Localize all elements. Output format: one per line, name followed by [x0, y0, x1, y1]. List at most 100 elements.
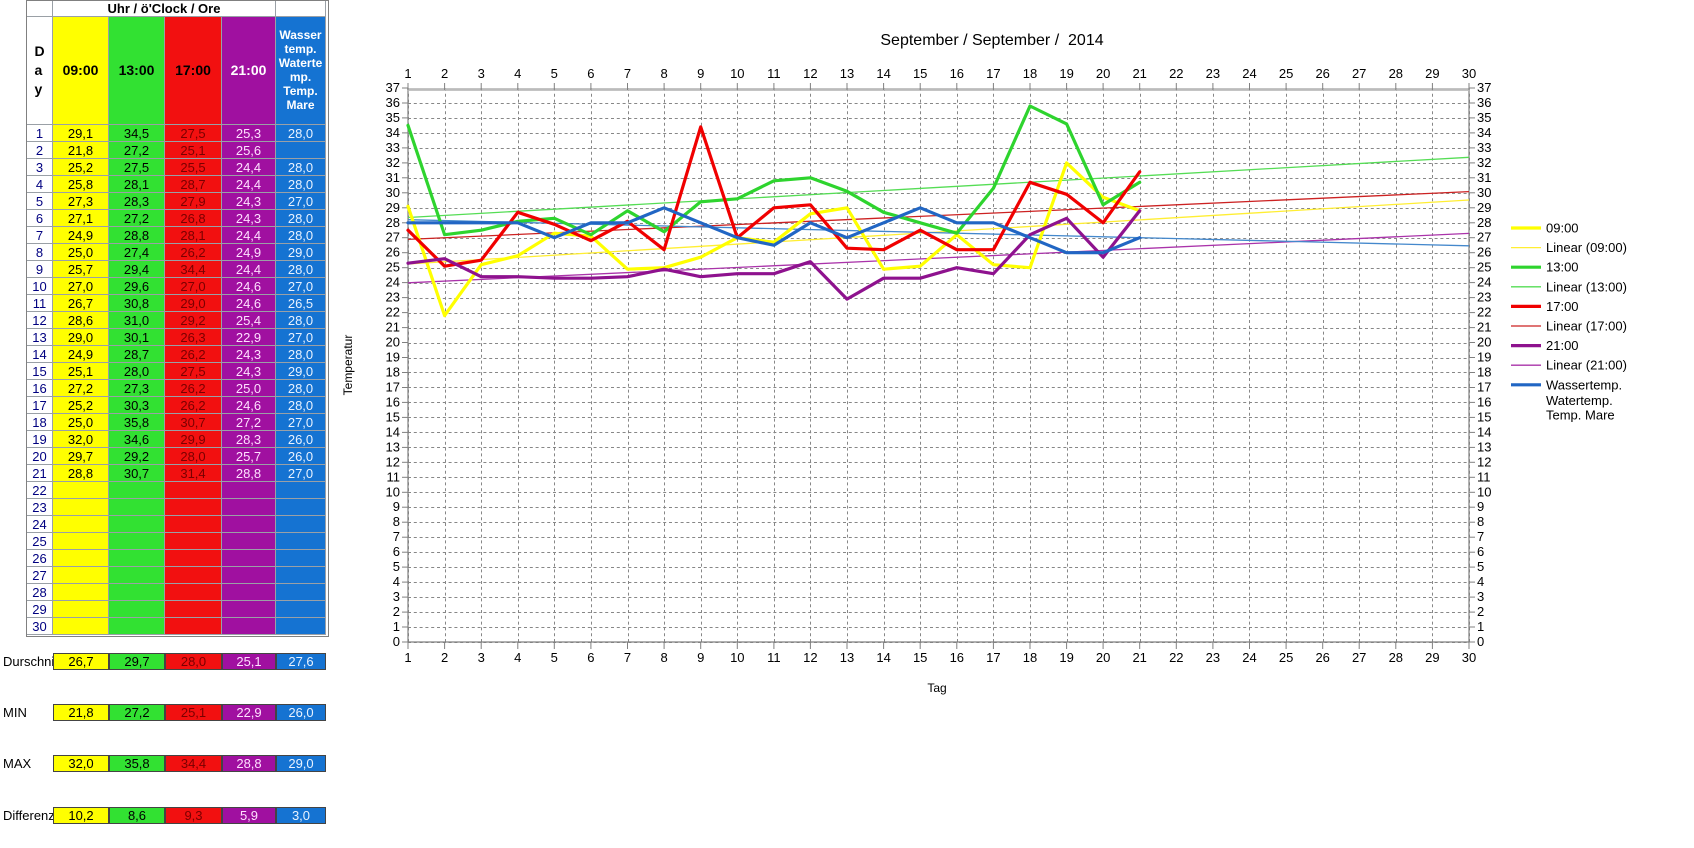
svg-text:15: 15	[913, 650, 927, 665]
svg-text:8: 8	[660, 66, 667, 81]
svg-text:14: 14	[386, 424, 400, 439]
svg-text:16: 16	[1477, 394, 1491, 409]
svg-text:12: 12	[803, 66, 817, 81]
svg-text:10: 10	[1477, 484, 1491, 499]
svg-text:Linear (13:00): Linear (13:00)	[1546, 279, 1627, 294]
svg-text:8: 8	[393, 514, 400, 529]
svg-text:6: 6	[587, 66, 594, 81]
svg-text:36: 36	[386, 95, 400, 110]
svg-text:29: 29	[386, 200, 400, 215]
svg-text:17: 17	[986, 650, 1000, 665]
svg-text:0: 0	[1477, 634, 1484, 649]
svg-text:17: 17	[986, 66, 1000, 81]
svg-text:13: 13	[386, 439, 400, 454]
svg-text:Temp. Mare: Temp. Mare	[1546, 407, 1615, 422]
svg-text:28: 28	[1389, 66, 1403, 81]
svg-text:11: 11	[1477, 469, 1491, 484]
svg-text:16: 16	[950, 650, 964, 665]
svg-text:2: 2	[393, 604, 400, 619]
svg-text:25: 25	[386, 260, 400, 275]
svg-text:18: 18	[386, 365, 400, 380]
svg-text:22: 22	[1169, 66, 1183, 81]
svg-text:5: 5	[393, 559, 400, 574]
svg-text:37: 37	[386, 80, 400, 95]
svg-text:18: 18	[1477, 365, 1491, 380]
svg-text:27: 27	[1352, 650, 1366, 665]
svg-text:1: 1	[404, 650, 411, 665]
svg-text:4: 4	[514, 66, 521, 81]
svg-text:19: 19	[386, 350, 400, 365]
svg-text:27: 27	[1477, 230, 1491, 245]
svg-text:11: 11	[387, 469, 401, 484]
svg-text:Linear (17:00): Linear (17:00)	[1546, 319, 1627, 334]
svg-text:16: 16	[950, 66, 964, 81]
svg-text:27: 27	[386, 230, 400, 245]
svg-text:29: 29	[1425, 66, 1439, 81]
svg-text:25: 25	[1279, 650, 1293, 665]
svg-text:5: 5	[551, 66, 558, 81]
svg-text:26: 26	[1477, 245, 1491, 260]
svg-text:3: 3	[393, 589, 400, 604]
svg-text:17: 17	[386, 380, 400, 395]
svg-text:13: 13	[840, 66, 854, 81]
svg-text:12: 12	[1477, 454, 1491, 469]
svg-text:10: 10	[386, 484, 400, 499]
svg-text:6: 6	[393, 544, 400, 559]
svg-text:9: 9	[393, 499, 400, 514]
svg-text:10: 10	[730, 66, 744, 81]
svg-text:7: 7	[624, 66, 631, 81]
svg-text:1: 1	[393, 619, 400, 634]
svg-text:5: 5	[1477, 559, 1484, 574]
svg-text:20: 20	[1477, 335, 1491, 350]
svg-text:Linear (09:00): Linear (09:00)	[1546, 240, 1627, 255]
svg-text:12: 12	[386, 454, 400, 469]
svg-text:30: 30	[1462, 66, 1476, 81]
svg-text:20: 20	[386, 335, 400, 350]
svg-text:15: 15	[386, 409, 400, 424]
svg-text:36: 36	[1477, 95, 1491, 110]
svg-text:24: 24	[1242, 650, 1256, 665]
svg-text:9: 9	[697, 66, 704, 81]
svg-text:7: 7	[1477, 529, 1484, 544]
svg-text:4: 4	[514, 650, 521, 665]
svg-text:33: 33	[386, 140, 400, 155]
svg-text:20: 20	[1096, 650, 1110, 665]
svg-text:24: 24	[1477, 275, 1491, 290]
svg-text:0: 0	[393, 634, 400, 649]
svg-text:37: 37	[1477, 80, 1491, 95]
svg-text:19: 19	[1059, 66, 1073, 81]
svg-text:21:00: 21:00	[1546, 338, 1579, 353]
svg-text:Tag: Tag	[927, 681, 946, 695]
svg-text:30: 30	[1477, 185, 1491, 200]
svg-text:Temperatur: Temperatur	[341, 335, 355, 396]
svg-text:14: 14	[1477, 424, 1491, 439]
svg-text:11: 11	[767, 650, 781, 665]
svg-text:5: 5	[551, 650, 558, 665]
svg-text:9: 9	[697, 650, 704, 665]
svg-text:35: 35	[1477, 110, 1491, 125]
svg-text:4: 4	[393, 574, 400, 589]
svg-text:17: 17	[1477, 380, 1491, 395]
svg-text:35: 35	[386, 110, 400, 125]
svg-text:23: 23	[386, 290, 400, 305]
svg-text:11: 11	[767, 66, 781, 81]
svg-text:2: 2	[1477, 604, 1484, 619]
svg-text:Linear (21:00): Linear (21:00)	[1546, 358, 1627, 373]
svg-text:18: 18	[1023, 650, 1037, 665]
svg-text:24: 24	[386, 275, 400, 290]
svg-text:22: 22	[386, 305, 400, 320]
svg-text:14: 14	[876, 650, 890, 665]
svg-text:21: 21	[386, 320, 400, 335]
svg-text:09:00: 09:00	[1546, 221, 1579, 236]
svg-text:34: 34	[1477, 125, 1491, 140]
svg-text:8: 8	[1477, 514, 1484, 529]
svg-text:20: 20	[1096, 66, 1110, 81]
svg-text:6: 6	[1477, 544, 1484, 559]
svg-text:19: 19	[1477, 350, 1491, 365]
svg-text:22: 22	[1477, 305, 1491, 320]
svg-text:7: 7	[624, 650, 631, 665]
svg-text:24: 24	[1242, 66, 1256, 81]
svg-text:23: 23	[1206, 66, 1220, 81]
svg-text:13:00: 13:00	[1546, 260, 1579, 275]
svg-text:September / September / 2014: September / September / 2014	[880, 32, 1103, 49]
